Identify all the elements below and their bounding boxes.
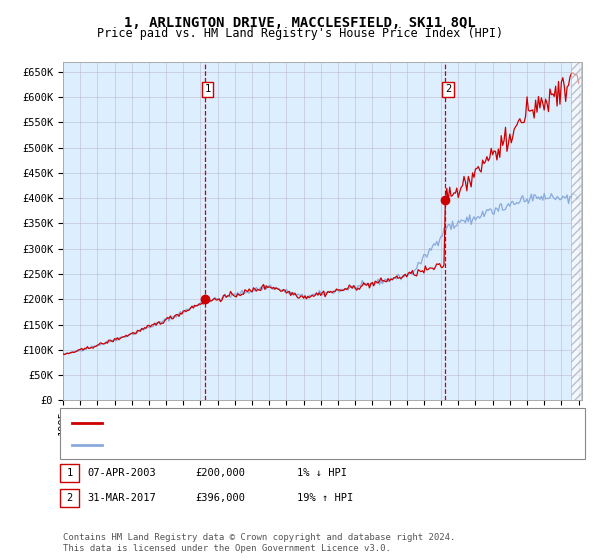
Text: 2: 2 xyxy=(445,85,451,95)
Bar xyxy=(571,62,581,400)
Text: 1, ARLINGTON DRIVE, MACCLESFIELD, SK11 8QL (detached house): 1, ARLINGTON DRIVE, MACCLESFIELD, SK11 8… xyxy=(108,418,477,428)
Text: 07-APR-2003: 07-APR-2003 xyxy=(87,468,156,478)
Text: 1: 1 xyxy=(67,468,73,478)
Text: 1: 1 xyxy=(205,85,211,95)
Text: 2: 2 xyxy=(67,493,73,503)
Text: 1% ↓ HPI: 1% ↓ HPI xyxy=(297,468,347,478)
Text: Price paid vs. HM Land Registry's House Price Index (HPI): Price paid vs. HM Land Registry's House … xyxy=(97,27,503,40)
Text: £200,000: £200,000 xyxy=(195,468,245,478)
Text: £396,000: £396,000 xyxy=(195,493,245,503)
Text: 1, ARLINGTON DRIVE, MACCLESFIELD, SK11 8QL: 1, ARLINGTON DRIVE, MACCLESFIELD, SK11 8… xyxy=(124,16,476,30)
Text: HPI: Average price, detached house, Cheshire East: HPI: Average price, detached house, Ches… xyxy=(108,440,414,450)
Text: Contains HM Land Registry data © Crown copyright and database right 2024.
This d: Contains HM Land Registry data © Crown c… xyxy=(63,533,455,553)
Text: 31-MAR-2017: 31-MAR-2017 xyxy=(87,493,156,503)
Text: 19% ↑ HPI: 19% ↑ HPI xyxy=(297,493,353,503)
